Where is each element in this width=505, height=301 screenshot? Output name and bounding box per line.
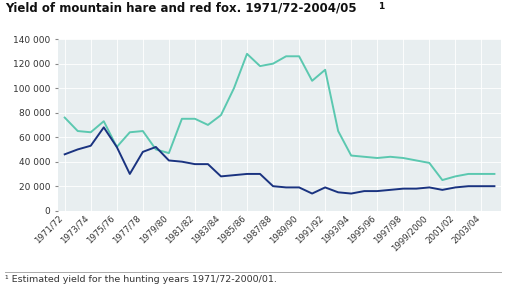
Mountain hare <box>114 145 120 149</box>
Mountain hare <box>62 116 68 119</box>
Red fox <box>347 192 354 195</box>
Mountain hare <box>257 64 263 68</box>
Mountain hare <box>425 161 431 165</box>
Red fox <box>178 160 184 163</box>
Mountain hare <box>413 159 419 162</box>
Mountain hare <box>75 129 81 133</box>
Mountain hare <box>191 117 197 121</box>
Mountain hare <box>153 147 159 151</box>
Mountain hare <box>399 156 406 160</box>
Mountain hare <box>230 86 236 90</box>
Mountain hare <box>87 130 93 134</box>
Red fox <box>191 162 197 166</box>
Red fox <box>438 188 444 192</box>
Red fox <box>386 188 392 192</box>
Text: Yield of mountain hare and red fox. 1971/72-2004/05: Yield of mountain hare and red fox. 1971… <box>5 2 356 14</box>
Mountain hare <box>205 123 211 127</box>
Red fox <box>374 189 380 193</box>
Red fox <box>153 145 159 149</box>
Mountain hare <box>465 172 471 176</box>
Mountain hare <box>166 151 172 155</box>
Text: ¹ Estimated yield for the hunting years 1971/72-2000/01.: ¹ Estimated yield for the hunting years … <box>5 275 276 284</box>
Mountain hare <box>218 113 224 117</box>
Red fox <box>477 185 483 188</box>
Mountain hare <box>490 172 496 176</box>
Mountain hare <box>295 54 301 58</box>
Red fox <box>62 153 68 156</box>
Red fox <box>490 185 496 188</box>
Mountain hare <box>282 54 288 58</box>
Red fox <box>361 189 367 193</box>
Red fox <box>75 147 81 151</box>
Red fox <box>309 192 315 195</box>
Mountain hare <box>334 129 340 133</box>
Red fox <box>139 150 145 154</box>
Red fox <box>243 172 249 176</box>
Red fox <box>425 186 431 189</box>
Red fox <box>127 172 133 176</box>
Mountain hare <box>270 62 276 65</box>
Mountain hare <box>100 119 107 123</box>
Mountain hare <box>451 175 458 178</box>
Mountain hare <box>347 154 354 157</box>
Red fox <box>282 186 288 189</box>
Text: 1: 1 <box>378 2 384 11</box>
Red fox <box>399 187 406 191</box>
Red fox <box>218 175 224 178</box>
Mountain hare <box>361 155 367 159</box>
Red fox <box>465 185 471 188</box>
Mountain hare <box>438 178 444 182</box>
Red fox <box>230 173 236 177</box>
Red fox <box>334 191 340 194</box>
Red fox <box>322 186 328 189</box>
Red fox <box>257 172 263 176</box>
Mountain hare <box>386 155 392 159</box>
Line: Mountain hare: Mountain hare <box>65 54 493 180</box>
Red fox <box>295 186 301 189</box>
Mountain hare <box>477 172 483 176</box>
Mountain hare <box>309 79 315 82</box>
Red fox <box>100 126 107 129</box>
Mountain hare <box>374 156 380 160</box>
Red fox <box>451 186 458 189</box>
Red fox <box>87 144 93 147</box>
Mountain hare <box>139 129 145 133</box>
Red fox <box>114 145 120 149</box>
Red fox <box>270 185 276 188</box>
Red fox <box>413 187 419 191</box>
Line: Red fox: Red fox <box>65 127 493 194</box>
Mountain hare <box>243 52 249 56</box>
Mountain hare <box>178 117 184 121</box>
Mountain hare <box>322 68 328 72</box>
Mountain hare <box>127 130 133 134</box>
Red fox <box>205 162 211 166</box>
Red fox <box>166 159 172 162</box>
